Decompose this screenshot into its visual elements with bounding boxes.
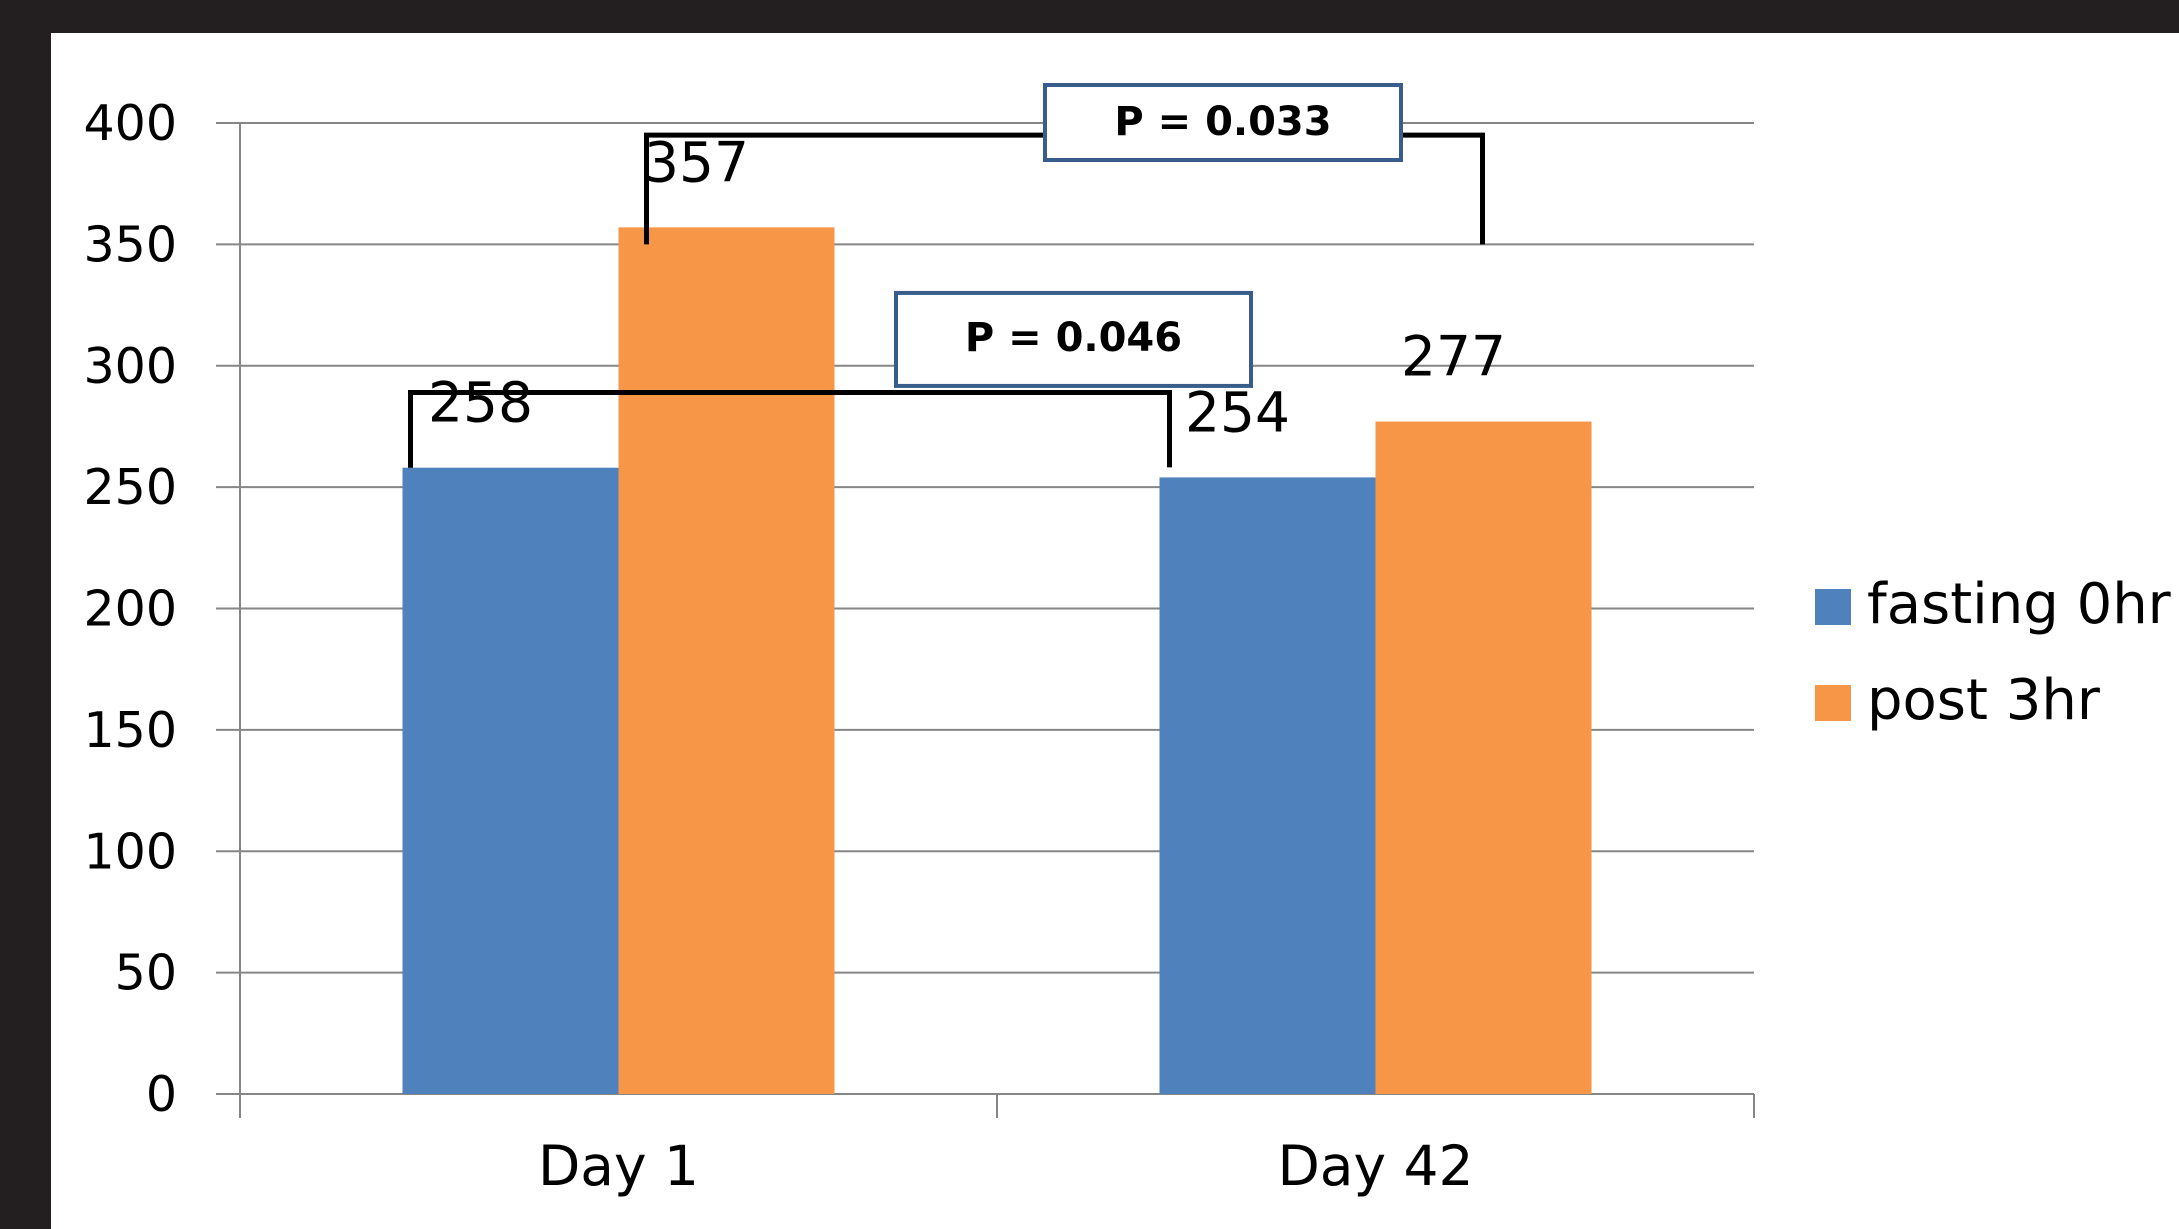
y-tick-label-400: 400 [83, 95, 177, 152]
data-label-2-2: 277 [1401, 325, 1506, 389]
y-tick-label-50: 50 [115, 945, 177, 1002]
y-tick-label-150: 150 [83, 702, 177, 759]
y-tick-label-250: 250 [83, 459, 177, 516]
legend-label-1: fasting 0hr [1867, 572, 2172, 637]
legend-swatch-2 [1815, 685, 1851, 721]
bars [402, 227, 1592, 1095]
data-label-2-1: 254 [1185, 380, 1290, 444]
x-category-label-1: Day 1 [538, 1134, 699, 1198]
legend-label-2: post 3hr [1867, 668, 2101, 733]
bar-chart: 0 50 100 150 200 250 300 350 400 Day 1 Day 42 P = … [83, 83, 2172, 1198]
p-value-text-033: P = 0.033 [1114, 99, 1331, 145]
bar-fasting-1 [402, 467, 619, 1095]
axes: 0 50 100 150 200 250 300 350 400 Day 1 Day 42 [83, 95, 1755, 1198]
chart-area: 0 50 100 150 200 250 300 350 400 Day 1 Day 42 P = … [51, 33, 2179, 1229]
data-labels: 258 357 254 277 [428, 130, 1506, 444]
legend: fasting 0hr post 3hr [1815, 572, 2172, 733]
y-tick-label-300: 300 [83, 338, 177, 395]
p-value-box-033 [1043, 83, 1403, 162]
data-label-1-1: 258 [428, 371, 533, 435]
p-value-box-046 [894, 290, 1253, 388]
legend-swatch-1 [1815, 589, 1851, 625]
x-category-label-2: Day 42 [1277, 1134, 1473, 1198]
annotations: P = 0.033 P = 0.046 [408, 83, 1485, 468]
y-tick-label-200: 200 [83, 581, 177, 638]
bar-post-2 [1375, 421, 1592, 1094]
y-tick-label-0: 0 [146, 1066, 177, 1123]
bracket-p-046 [408, 389, 1172, 468]
y-tick-label-100: 100 [83, 823, 177, 880]
bar-fasting-2 [1159, 477, 1376, 1094]
p-value-text-046: P = 0.046 [965, 315, 1182, 361]
bar-post-1 [618, 227, 835, 1094]
y-tick-label-350: 350 [83, 216, 177, 273]
data-label-1-2: 357 [644, 130, 749, 194]
